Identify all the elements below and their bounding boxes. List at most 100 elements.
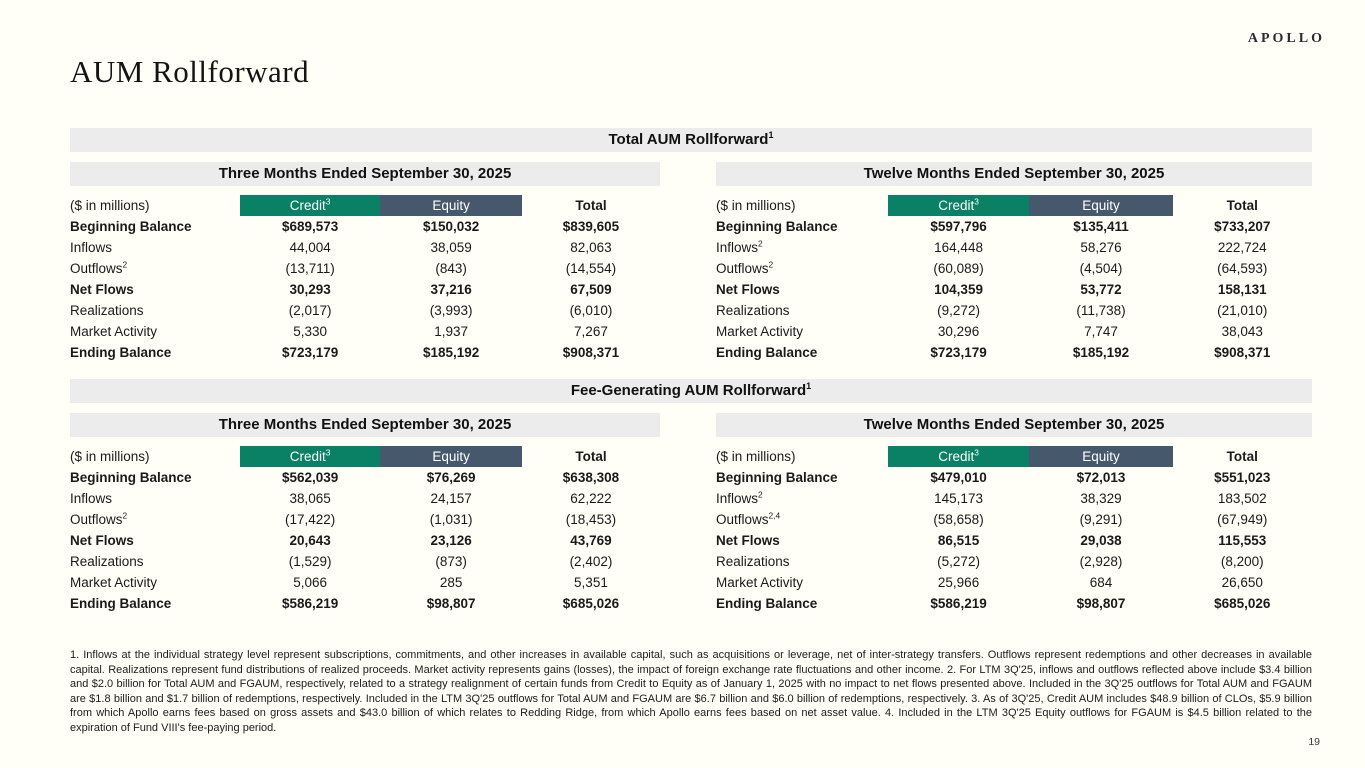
cell-value: $908,371: [1214, 345, 1271, 360]
period-header-12mo: Twelve Months Ended September 30, 2025: [716, 162, 1312, 186]
footnote-marker: 3: [325, 196, 331, 207]
row-label: Outflows2: [70, 259, 128, 276]
row-label: Net Flows: [716, 282, 780, 297]
cell-value: $839,605: [562, 219, 620, 234]
table-row: Market Activity 30,296 7,747 38,043: [716, 321, 1312, 342]
table-row: Outflows2 (17,422) (1,031) (18,453): [70, 509, 660, 530]
cell-value: 20,643: [289, 533, 331, 548]
page-title: AUM Rollforward: [70, 54, 310, 89]
page-number: 19: [1308, 736, 1320, 748]
cell-value: (67,949): [1217, 512, 1268, 527]
cell-value: $150,032: [422, 219, 480, 234]
row-label: Beginning Balance: [70, 219, 192, 234]
table-row: Ending Balance $723,179 $185,192 $908,371: [716, 342, 1312, 363]
total-aum-tables: Three Months Ended September 30, 2025 ($…: [70, 162, 1312, 363]
cell-value: (843): [435, 261, 467, 276]
row-label: Realizations: [716, 303, 790, 318]
footnote-marker: 3: [974, 447, 979, 458]
cell-value: (9,272): [937, 303, 980, 318]
cell-value: 29,038: [1080, 533, 1122, 548]
cell-value: $733,207: [1214, 219, 1271, 234]
footnote-marker: 1: [806, 381, 812, 391]
cell-value: 43,769: [570, 533, 612, 548]
row-label: Market Activity: [716, 575, 804, 590]
cell-value: (18,453): [565, 512, 617, 527]
table-row: Ending Balance $723,179 $185,192 $908,371: [70, 342, 660, 363]
period-header-3mo: Three Months Ended September 30, 2025: [70, 162, 660, 186]
column-header-credit: Credit3: [239, 446, 381, 467]
row-label: Ending Balance: [70, 596, 172, 611]
cell-value: 164,448: [934, 240, 983, 255]
table-row: Realizations (5,272) (2,928) (8,200): [716, 551, 1312, 572]
row-label: Realizations: [70, 554, 144, 569]
cell-value: 25,966: [937, 575, 980, 590]
fgaum-3mo-table: ($ in millions) Credit3 Equity Total Beginn…: [70, 446, 660, 614]
cell-value: (1,031): [429, 512, 473, 527]
cell-value: 86,515: [937, 533, 980, 548]
column-header-credit: Credit3: [887, 446, 1030, 467]
table-row: Ending Balance $586,219 $98,807 $685,026: [716, 593, 1312, 614]
footnote-marker: 3: [974, 196, 979, 207]
content: Total AUM Rollforward 1 Three Months Ende…: [70, 128, 1312, 628]
table-row: Beginning Balance $562,039 $76,269 $638,308: [70, 467, 660, 488]
table-row: Outflows2,4 (58,658) (9,291) (67,949): [716, 509, 1312, 530]
section-title-text: Total AUM Rollforward: [608, 131, 769, 148]
row-label: Beginning Balance: [716, 470, 838, 485]
row-label: Ending Balance: [716, 345, 818, 360]
row-label: Outflows2,4: [716, 510, 781, 527]
row-label: Ending Balance: [70, 345, 172, 360]
cell-value: (9,291): [1079, 512, 1123, 527]
cell-value: $685,026: [562, 596, 620, 611]
cell-value: (2,017): [288, 303, 332, 318]
cell-value: 38,065: [289, 491, 331, 506]
unit-label: ($ in millions): [70, 198, 150, 213]
table-row: Inflows2 164,448 58,276 222,724: [716, 237, 1312, 258]
column-header-credit: Credit3: [239, 195, 381, 216]
cell-value: $135,411: [1073, 219, 1129, 234]
row-label: Inflows2: [716, 238, 763, 255]
column-header-equity: Equity: [380, 195, 522, 216]
cell-value: 24,157: [430, 491, 472, 506]
table-row: Inflows2 145,173 38,329 183,502: [716, 488, 1312, 509]
cell-value: 37,216: [430, 282, 472, 297]
column-header-total: Total: [575, 198, 607, 213]
table-row: Net Flows 86,515 29,038 115,553: [716, 530, 1312, 551]
footnote-marker: 2: [122, 510, 128, 521]
cell-value: 53,772: [1080, 282, 1122, 297]
cell-value: $689,573: [281, 219, 339, 234]
table-row: Net Flows 104,359 53,772 158,131: [716, 279, 1312, 300]
cell-value: (17,422): [284, 512, 336, 527]
table-row: Ending Balance $586,219 $98,807 $685,026: [70, 593, 660, 614]
row-label: Realizations: [70, 303, 144, 318]
cell-value: $723,179: [281, 345, 339, 360]
fgaum-12mo-table: ($ in millions) Credit3 Equity Total Beginn…: [716, 446, 1312, 614]
cell-value: $586,219: [930, 596, 987, 611]
row-label: Net Flows: [70, 533, 134, 548]
total-aum-3mo-table: ($ in millions) Credit3 Equity Total Beginn…: [70, 195, 660, 363]
cell-value: (58,658): [933, 512, 984, 527]
cell-value: (13,711): [285, 261, 335, 276]
table-row: Beginning Balance $479,010 $72,013 $551,023: [716, 467, 1312, 488]
cell-value: $562,039: [281, 470, 339, 485]
cell-value: $185,192: [422, 345, 480, 360]
table-row: Market Activity 25,966 684 26,650: [716, 572, 1312, 593]
table-row: Outflows2 (13,711) (843) (14,554): [70, 258, 660, 279]
cell-value: 58,276: [1080, 240, 1122, 255]
table-row: Market Activity 5,330 1,937 7,267: [70, 321, 660, 342]
row-label: Beginning Balance: [70, 470, 192, 485]
footnotes: 1. Inflows at the individual strategy le…: [70, 649, 1312, 734]
cell-value: 158,131: [1217, 282, 1267, 297]
period-header-3mo: Three Months Ended September 30, 2025: [70, 413, 660, 437]
fee-generating-aum-tables: Three Months Ended September 30, 2025 ($…: [70, 413, 1312, 614]
cell-value: (873): [435, 554, 467, 569]
footnote-marker: 3: [325, 447, 331, 458]
cell-value: 7,747: [1084, 324, 1118, 339]
cell-value: $597,796: [930, 219, 987, 234]
row-label: Market Activity: [716, 324, 804, 339]
section-title-fee-generating-aum: Fee-Generating AUM Rollforward1: [70, 379, 1312, 403]
row-label: Market Activity: [70, 324, 158, 339]
table-row: Beginning Balance $689,573 $150,032 $839,60…: [70, 216, 660, 237]
cell-value: (5,272): [937, 554, 980, 569]
column-header-total: Total: [1226, 449, 1258, 464]
